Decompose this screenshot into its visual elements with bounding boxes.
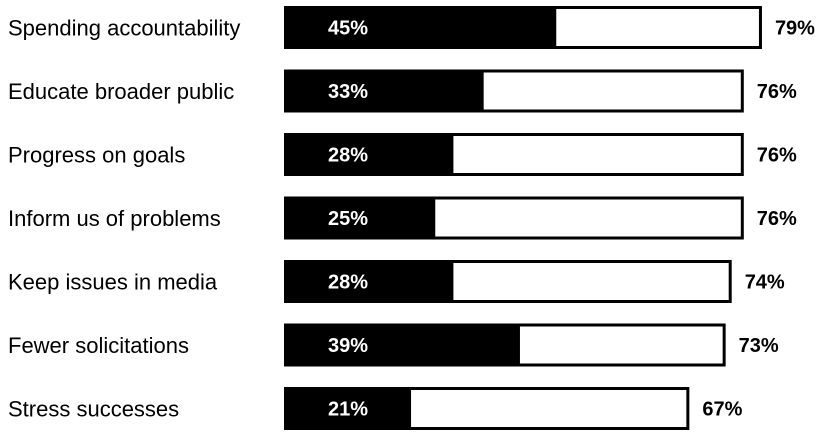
inner-bar [284,69,484,113]
outer-value-label: 67% [702,399,742,421]
outer-value-label: 79% [775,18,815,40]
inner-value-label: 33% [328,81,368,103]
inner-value-label: 28% [328,145,368,167]
inner-value-label: 39% [328,335,368,357]
category-label: Stress successes [8,397,179,422]
outer-value-label: 76% [757,81,797,103]
outer-value-label: 76% [757,208,797,230]
category-label: Fewer solicitations [8,333,189,358]
category-label: Progress on goals [8,143,185,168]
inner-bar [284,260,454,303]
inner-bar [284,133,454,176]
inner-bar [284,387,412,430]
outer-value-label: 73% [739,335,779,357]
inner-bar [284,6,557,49]
category-label: Spending accountability [8,16,240,41]
inner-bar [284,323,520,367]
category-label: Keep issues in media [8,270,218,295]
category-label: Educate broader public [8,79,234,104]
inner-value-label: 21% [328,399,368,421]
inner-bar [284,196,436,240]
inner-value-label: 45% [328,18,368,40]
category-label: Inform us of problems [8,206,221,231]
outer-value-label: 74% [745,272,785,294]
inner-value-label: 25% [328,208,368,230]
inner-value-label: 28% [328,272,368,294]
outer-value-label: 76% [757,145,797,167]
